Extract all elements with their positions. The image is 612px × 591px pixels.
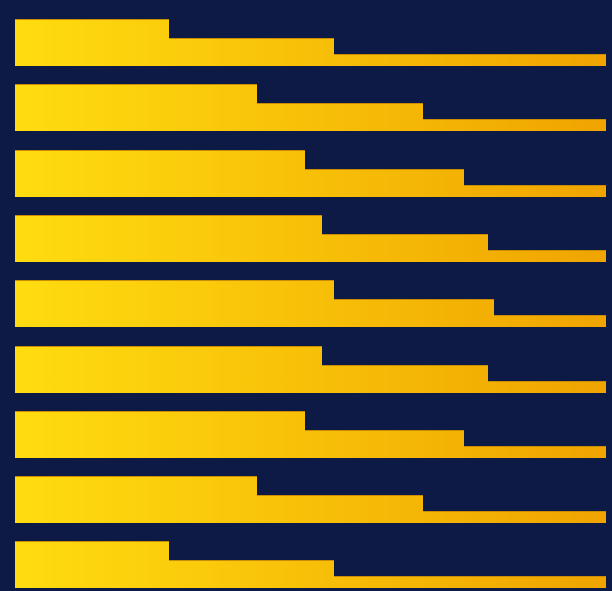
step-segment xyxy=(15,150,305,197)
step-row xyxy=(0,84,612,131)
step-segment xyxy=(305,169,464,197)
step-segment xyxy=(322,365,488,393)
step-segment xyxy=(257,495,423,523)
step-row xyxy=(0,476,612,523)
step-segment xyxy=(305,430,464,458)
step-segment xyxy=(464,185,606,197)
step-segment xyxy=(15,346,322,393)
step-segment xyxy=(464,446,606,458)
step-segment xyxy=(15,411,305,458)
step-row xyxy=(0,411,612,458)
step-segment xyxy=(15,19,169,66)
step-segment xyxy=(257,103,423,131)
step-segment xyxy=(15,215,322,262)
step-segment xyxy=(169,560,334,588)
step-segment xyxy=(423,511,606,523)
step-segment xyxy=(423,119,606,131)
step-segment xyxy=(322,234,488,262)
step-segment xyxy=(334,576,606,588)
step-row xyxy=(0,215,612,262)
step-row xyxy=(0,19,612,66)
step-row xyxy=(0,541,612,588)
step-segment xyxy=(488,381,606,393)
step-segment xyxy=(334,54,606,66)
step-segment xyxy=(169,38,334,66)
step-segment xyxy=(15,541,169,588)
step-row xyxy=(0,346,612,393)
step-segment xyxy=(494,315,606,327)
step-segment xyxy=(334,299,494,327)
step-segment xyxy=(488,250,606,262)
step-segment xyxy=(15,84,257,131)
step-row xyxy=(0,150,612,197)
step-segment xyxy=(15,280,334,327)
step-segment xyxy=(15,476,257,523)
step-row xyxy=(0,280,612,327)
